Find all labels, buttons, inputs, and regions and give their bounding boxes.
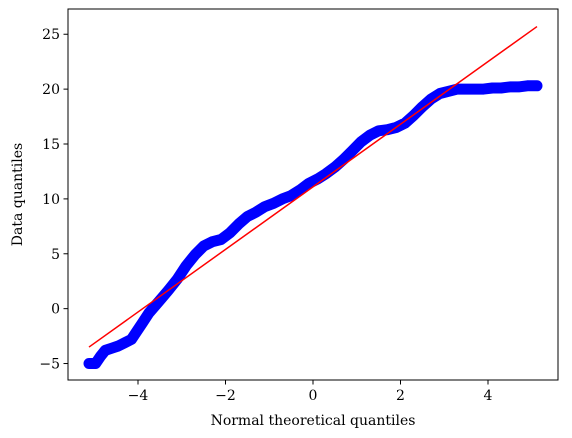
data-point: [399, 118, 410, 129]
data-point: [522, 80, 533, 91]
x-tick-label: 2: [396, 388, 405, 404]
data-point: [496, 83, 507, 93]
data-point: [417, 101, 428, 112]
data-point: [356, 136, 367, 147]
data-point: [224, 227, 235, 238]
data-point: [426, 94, 437, 104]
plot-frame: [67, 8, 559, 381]
data-point: [172, 274, 183, 284]
data-point: [373, 125, 384, 136]
data-point: [294, 185, 305, 196]
y-tick-label: 15: [42, 137, 60, 153]
data-point: [364, 130, 375, 141]
data-point: [143, 308, 154, 318]
axis-ticks: −4 −2 0 2 4 −5 0 5 10 15 20 25: [39, 27, 492, 404]
data-point: [251, 207, 262, 218]
y-tick-label: −5: [39, 357, 60, 373]
x-tick-label: −4: [128, 388, 149, 404]
data-point: [198, 241, 209, 252]
data-point: [157, 292, 168, 303]
y-tick-label: 10: [42, 192, 60, 208]
plot-marks: [83, 25, 543, 369]
data-point: [286, 190, 297, 201]
y-tick-label: 20: [42, 82, 60, 98]
x-tick-label: 4: [484, 388, 493, 404]
data-point: [312, 174, 323, 185]
data-point: [347, 145, 358, 156]
data-point: [216, 234, 227, 245]
data-point: [242, 211, 253, 222]
data-point: [452, 84, 463, 95]
data-point: [434, 88, 445, 99]
data-point: [469, 84, 480, 95]
data-point: [338, 154, 349, 165]
x-tick-label: −2: [215, 388, 236, 404]
data-point: [513, 81, 524, 92]
x-axis-label: Normal theoretical quantiles: [211, 413, 416, 429]
y-tick-label: 25: [42, 27, 60, 43]
data-point: [277, 193, 288, 204]
data-point: [478, 84, 489, 95]
y-tick-label: 5: [51, 247, 60, 263]
data-point: [189, 249, 200, 260]
y-axis-label: Data quantiles: [10, 143, 26, 246]
data-point: [303, 178, 314, 189]
data-point: [268, 198, 279, 209]
data-point: [207, 236, 218, 247]
data-point: [233, 219, 244, 230]
data-point: [259, 201, 270, 212]
data-point: [532, 80, 542, 91]
data-point: [137, 317, 148, 328]
reference-line: [88, 25, 538, 348]
data-point: [150, 300, 161, 311]
data-point: [90, 358, 101, 369]
x-tick-label: 0: [309, 388, 318, 404]
data-point: [130, 327, 141, 338]
y-tick-label: 0: [51, 302, 60, 318]
data-point: [504, 81, 515, 92]
data-point: [181, 260, 192, 271]
data-point: [461, 84, 472, 95]
data-points-band: [83, 80, 543, 369]
data-point: [487, 83, 498, 93]
